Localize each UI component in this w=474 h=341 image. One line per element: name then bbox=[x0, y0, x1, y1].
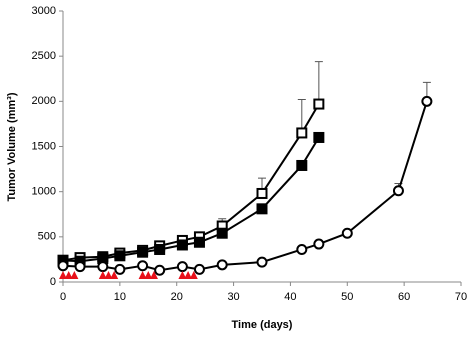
marker bbox=[154, 243, 166, 255]
marker bbox=[137, 260, 149, 272]
marker bbox=[216, 227, 228, 239]
x-tick-label: 20 bbox=[171, 291, 183, 303]
treatment-marker bbox=[70, 271, 79, 279]
x-axis-label: Time (days) bbox=[232, 319, 293, 331]
marker bbox=[392, 185, 404, 197]
marker bbox=[421, 95, 433, 107]
marker bbox=[256, 203, 268, 215]
x-tick-label: 60 bbox=[398, 291, 410, 303]
marker bbox=[341, 227, 353, 239]
x-tick-label: 50 bbox=[341, 291, 353, 303]
treatment-marker bbox=[64, 271, 73, 279]
y-tick-label: 0 bbox=[50, 276, 56, 288]
treatment-marker bbox=[110, 271, 119, 279]
y-tick-label: 1500 bbox=[32, 140, 56, 152]
treatment-marker bbox=[178, 271, 187, 279]
marker bbox=[114, 250, 126, 262]
marker bbox=[313, 131, 325, 143]
marker bbox=[313, 238, 325, 250]
error-bar bbox=[314, 61, 323, 105]
marker bbox=[74, 261, 86, 273]
marker bbox=[193, 263, 205, 275]
y-tick-label: 3000 bbox=[32, 5, 56, 17]
marker bbox=[57, 260, 69, 272]
y-tick-label: 1000 bbox=[32, 186, 56, 198]
x-tick-label: 70 bbox=[455, 291, 467, 303]
y-tick-label: 2500 bbox=[32, 50, 56, 62]
marker bbox=[97, 261, 109, 273]
treatment-marker bbox=[149, 271, 158, 279]
marker bbox=[114, 263, 126, 275]
x-tick-label: 40 bbox=[284, 291, 296, 303]
treatment-marker bbox=[98, 271, 107, 279]
marker bbox=[193, 236, 205, 248]
treatment-marker bbox=[144, 271, 153, 279]
marker bbox=[256, 187, 268, 199]
treatment-marker bbox=[59, 271, 67, 279]
marker bbox=[296, 243, 308, 255]
x-tick-label: 30 bbox=[227, 291, 239, 303]
y-tick-label: 500 bbox=[38, 231, 56, 243]
treatment-marker bbox=[104, 271, 113, 279]
marker bbox=[313, 98, 325, 110]
marker bbox=[137, 246, 149, 258]
marker bbox=[256, 256, 268, 268]
treatment-marker bbox=[184, 271, 193, 279]
treatment-marker bbox=[189, 271, 198, 279]
x-tick-label: 0 bbox=[60, 291, 66, 303]
x-tick-label: 10 bbox=[114, 291, 126, 303]
marker bbox=[296, 127, 308, 139]
marker bbox=[176, 239, 188, 251]
series-line bbox=[62, 103, 320, 262]
y-tick-label: 2000 bbox=[32, 95, 56, 107]
series-line bbox=[62, 101, 428, 272]
series-line bbox=[62, 136, 320, 263]
marker bbox=[296, 159, 308, 171]
marker bbox=[176, 261, 188, 273]
error-bar bbox=[297, 99, 306, 133]
treatment-marker bbox=[138, 271, 147, 279]
y-axis-label: Tumor Volume (mm³) bbox=[6, 92, 18, 201]
marker bbox=[216, 259, 228, 271]
marker bbox=[154, 264, 166, 276]
